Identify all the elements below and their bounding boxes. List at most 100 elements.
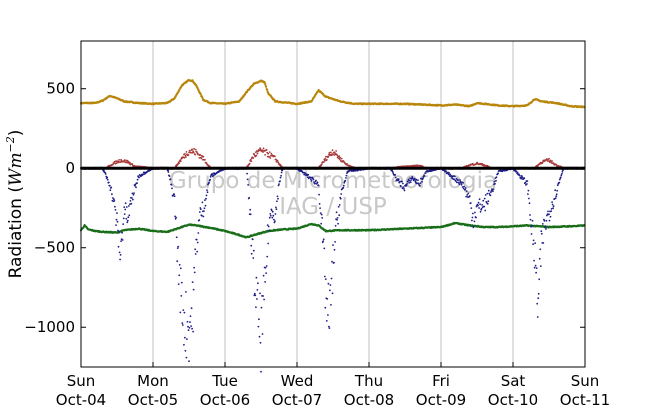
series-point	[518, 174, 521, 177]
series-point	[463, 185, 465, 188]
series-point	[176, 247, 179, 250]
series-point	[126, 221, 129, 224]
series-point	[548, 219, 551, 222]
series-point	[538, 257, 541, 260]
series-point	[258, 335, 261, 338]
series-point	[268, 216, 271, 219]
series-point	[459, 179, 461, 181]
series-point	[260, 370, 262, 373]
series-point	[333, 248, 336, 251]
series-point	[530, 233, 533, 235]
series-point	[555, 193, 558, 196]
series-point	[527, 189, 530, 192]
y-tick-label: 0	[65, 159, 75, 177]
y-axis-label: Radiation (Wm−2)	[4, 130, 26, 279]
series-point	[168, 175, 171, 178]
series-point	[407, 180, 409, 182]
series-point	[183, 311, 186, 314]
series-longwave_down	[79, 78, 586, 109]
series-point	[268, 156, 271, 158]
series-point	[344, 179, 347, 182]
series-point	[188, 326, 191, 329]
series-point	[409, 181, 412, 184]
series-point	[336, 154, 338, 157]
series-point	[131, 163, 134, 166]
x-tick-date: Oct-10	[488, 391, 538, 409]
series-point	[402, 182, 404, 185]
series-point	[520, 177, 523, 180]
x-tick-date: Oct-08	[344, 391, 394, 409]
series-point	[178, 162, 181, 165]
series-point	[545, 228, 547, 230]
x-tick-date: Oct-07	[272, 391, 322, 409]
series-point	[484, 209, 487, 212]
series-point	[170, 183, 173, 186]
series-point	[539, 265, 542, 267]
series-point	[181, 322, 184, 324]
series-point	[421, 180, 423, 183]
series-point	[532, 243, 534, 246]
series-point	[449, 173, 452, 176]
x-tick-day: Wed	[281, 372, 314, 390]
series-point	[423, 175, 426, 177]
series-point	[457, 179, 459, 182]
series-point	[190, 307, 193, 310]
series-point	[271, 210, 274, 213]
series-point	[320, 213, 323, 216]
x-tick-date: Oct-05	[128, 391, 178, 409]
series-point	[205, 197, 207, 200]
series-point	[495, 179, 497, 182]
series-point	[460, 183, 463, 186]
series-point	[515, 170, 518, 173]
series-point	[280, 174, 282, 177]
series-point	[465, 190, 468, 193]
watermark-line-2: IAG / USP	[279, 194, 387, 220]
series-point	[269, 213, 272, 215]
series-point	[175, 236, 178, 239]
series-point	[205, 194, 208, 197]
series-point	[337, 205, 340, 208]
series-point	[129, 203, 131, 206]
series-point	[548, 157, 550, 160]
series-point	[104, 173, 107, 175]
y-tick-label: 500	[46, 80, 75, 98]
series-point	[418, 183, 420, 186]
series-point	[331, 260, 333, 263]
x-tick-date: Oct-09	[416, 391, 466, 409]
y-axis-label-close: )	[6, 130, 26, 137]
series-point	[495, 176, 498, 179]
series-point	[473, 220, 476, 223]
series-point	[123, 159, 126, 161]
series-point	[558, 181, 561, 184]
series-point	[192, 288, 195, 291]
series-point	[328, 327, 331, 329]
series-point	[542, 242, 545, 244]
series-point	[280, 171, 283, 174]
series-point	[246, 178, 249, 181]
series-point	[117, 245, 120, 248]
series-point	[278, 183, 280, 186]
series-point	[203, 207, 206, 210]
series-point	[312, 178, 315, 181]
series-point	[314, 182, 316, 185]
series-point	[184, 349, 187, 352]
series-point	[113, 198, 115, 201]
series-point	[189, 149, 191, 152]
series-point	[118, 230, 120, 233]
series-point	[303, 173, 306, 176]
series-point	[461, 186, 464, 188]
series-point	[185, 156, 187, 158]
series-point	[197, 232, 200, 234]
series-point	[201, 214, 203, 217]
series-point	[316, 181, 319, 184]
series-point	[548, 213, 550, 216]
series-point	[269, 157, 272, 159]
series-point	[478, 198, 481, 201]
series-point	[264, 281, 266, 283]
series-point	[340, 157, 343, 160]
series-point	[117, 229, 119, 232]
series-point	[338, 214, 341, 217]
series-point	[194, 153, 197, 156]
series-point	[132, 198, 134, 201]
plot-frame	[80, 40, 586, 368]
